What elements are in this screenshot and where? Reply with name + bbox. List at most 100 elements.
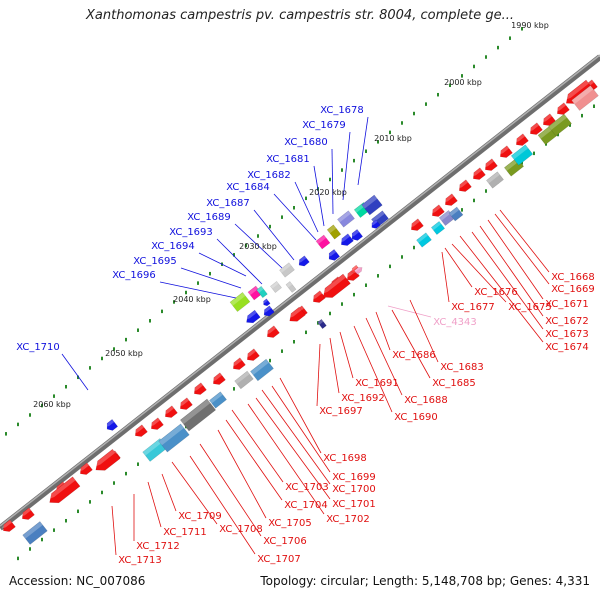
leader-line [339,331,354,379]
tick-mark [53,528,55,532]
tick-mark [245,243,247,248]
gene-label: XC_1698 [323,453,367,464]
leader-line [279,377,322,454]
gene-label: XC_1694 [151,241,195,252]
gene-label: XC_1681 [266,154,310,165]
tick-mark [65,518,67,523]
accession-label: Accession: NC_007086 [9,574,146,588]
tick-mark [113,481,115,485]
kbp-label: 2040 kbp [173,295,211,304]
gene-label: XC_1711 [163,527,207,538]
tick-mark [557,132,559,137]
leader-line [357,116,369,186]
tick-mark [401,121,403,125]
gene-label: XC_1686 [392,350,436,361]
gene-arrow [571,85,599,111]
leader-line [199,443,262,537]
gene-arrow [457,179,472,192]
tick-mark [521,27,523,31]
tick-mark [233,253,235,257]
gene-label: XC_1695 [133,256,177,267]
leader-line [444,247,473,288]
leader-line [331,148,334,215]
gene-label: XC_1703 [285,482,329,493]
gene-label: XC_1696 [112,270,156,281]
leader-line [161,473,177,512]
gene-arrow [448,206,464,222]
gene-arrow [22,521,48,545]
gene-arrow [47,476,81,504]
gene-label: XC_1692 [341,393,385,404]
tick-mark [461,74,463,78]
leader-line [409,299,439,363]
tick-mark [485,189,487,193]
leader-line [316,343,321,407]
gene-label: XC_1677 [451,302,495,313]
leader-line [231,409,284,483]
gene-arrow [353,266,363,275]
tick-mark [113,347,115,351]
tick-mark [305,196,307,201]
gene-arrow [483,158,498,171]
gene-arrow [93,448,121,471]
gene-label: XC_1701 [332,499,376,510]
tick-mark [389,264,391,269]
gene-arrow [211,372,226,385]
gene-label: XC_1674 [545,342,589,353]
tick-mark [353,292,355,297]
leader-line [479,225,544,317]
gene-label: XC_1712 [136,541,180,552]
gene-label: XC_1690 [394,412,438,423]
gene-arrow [285,281,297,293]
gene-labels: XC_1678XC_1679XC_1680XC_1681XC_1682XC_16… [16,105,595,566]
gene-arrow [256,285,268,299]
leader-line [353,325,393,413]
tick-mark [41,537,43,542]
tick-mark [233,387,235,391]
gene-label: XC_1707 [257,554,301,565]
tick-mark [449,83,451,88]
tick-mark [209,271,211,276]
gene-arrow [245,348,260,361]
tick-mark [29,547,31,551]
gene-label: XC_1668 [551,272,595,283]
tick-mark [365,283,367,287]
gene-arrow [179,398,217,432]
tick-mark [593,104,595,108]
genome-stats-label: Topology: circular; Length: 5,148,708 bp… [260,574,590,588]
gene-arrow [279,262,295,278]
leader-line [471,231,544,330]
gene-label: XC_1687 [206,198,250,209]
gene-arrow [315,234,331,250]
tick-mark [281,215,283,219]
gene-label: XC_1700 [332,484,376,495]
kbp-label: 2060 kbp [33,400,71,409]
tick-mark [437,92,439,97]
gene-label: XC_1673 [545,329,589,340]
tick-mark [461,208,463,212]
gene-label: XC_1676 [474,287,518,298]
tick-mark [497,45,499,50]
gene-arrow [541,113,556,126]
gene-arrow [327,249,341,261]
tick-mark [29,413,31,417]
gene-arrow [514,133,529,146]
gene-arrow [149,417,164,430]
genome-backbone-highlight [0,54,600,527]
gene-arrow [229,291,251,313]
leader-line [247,403,325,515]
gene-arrow [443,193,458,206]
gene-arrow [361,194,383,216]
gene-features [1,79,599,545]
leader-line [216,238,263,285]
gene-arrow [326,224,342,240]
leader-line [487,219,544,300]
gene-arrow [498,145,513,158]
tick-mark [137,462,139,466]
tick-mark [533,151,535,156]
leader-line [391,309,431,379]
gene-label: XC_1675 [508,302,552,313]
tick-mark [365,149,367,153]
gene-arrow [287,306,306,322]
gene-arrow [370,219,381,229]
